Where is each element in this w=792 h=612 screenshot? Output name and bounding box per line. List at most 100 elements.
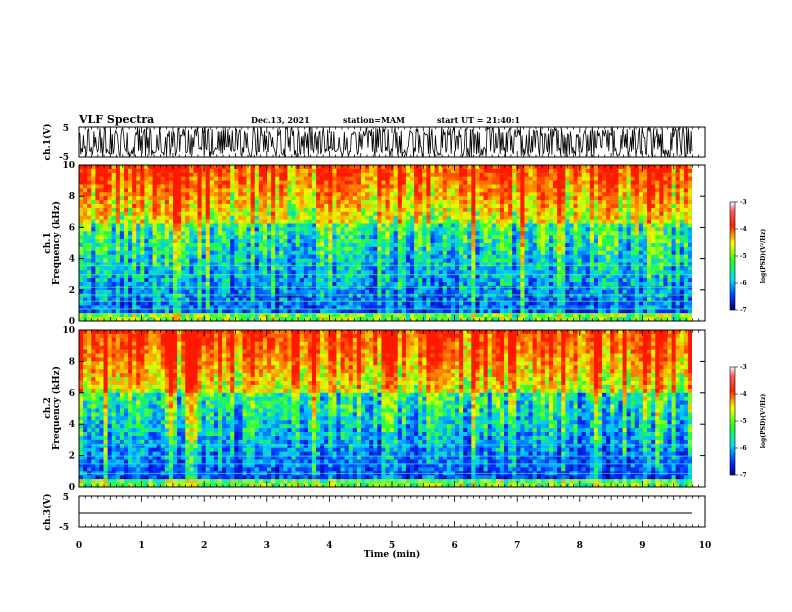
spectrogram-cell: [524, 270, 529, 275]
spectrogram-cell: [544, 289, 550, 295]
spectrogram-cell: [385, 289, 390, 295]
spectrogram-cell: [172, 235, 178, 240]
spectrogram-cell: [336, 223, 341, 228]
spectrogram-cell: [499, 250, 505, 256]
spectrogram-cell: [340, 215, 346, 220]
spectrogram-cell: [115, 227, 121, 232]
spectrogram-cell: [679, 204, 685, 209]
spectrogram-cell: [442, 235, 448, 240]
spectrogram-cell: [618, 254, 623, 259]
spectrogram-cell: [679, 168, 685, 174]
spectrogram-cell: [487, 246, 493, 252]
spectrogram-cell: [606, 274, 611, 279]
spectrogram-cell: [164, 239, 170, 244]
spectrogram-cell: [144, 246, 149, 252]
spectrogram-cell: [213, 184, 219, 189]
spectrogram-cell: [303, 196, 309, 201]
spectrogram-cell: [565, 250, 570, 256]
spectrogram-cell: [512, 258, 517, 263]
spectrogram-cell: [91, 282, 96, 287]
spectrogram-cell: [532, 196, 538, 201]
spectrogram-cell: [638, 250, 644, 256]
spectrogram-cell: [389, 274, 395, 279]
spectrogram-cell: [634, 168, 640, 174]
spectrogram-cell: [99, 196, 104, 201]
spectrogram-cell: [626, 180, 632, 185]
spectrogram-cell: [516, 266, 521, 271]
spectrogram-cell: [659, 285, 664, 291]
spectrogram-cell: [205, 250, 211, 256]
spectrogram-cell: [181, 176, 186, 181]
spectrogram-cell: [667, 207, 672, 213]
spectrogram-cell: [132, 172, 137, 178]
spectrogram-cell: [160, 285, 166, 291]
spectrogram-cell: [401, 196, 407, 201]
spectrogram-cell: [483, 215, 489, 220]
spectrogram-cell: [144, 289, 149, 295]
spectrogram-cell: [548, 184, 554, 189]
spectrogram-cell: [438, 235, 444, 240]
spectrogram-cell: [508, 200, 513, 205]
spectrogram-cell: [303, 282, 309, 287]
spectrogram-cell: [434, 278, 440, 283]
spectrogram-cell: [79, 243, 84, 248]
spectrogram-cell: [107, 215, 113, 220]
spectrogram-cell: [557, 262, 562, 267]
spectrogram-cell: [230, 243, 235, 248]
spectrogram-cell: [438, 274, 444, 279]
spectrogram-cell: [344, 227, 350, 232]
spectrogram-cell: [87, 243, 92, 248]
spectrogram-cell: [630, 207, 636, 213]
spectrogram-cell: [642, 282, 648, 287]
spectrogram-cell: [279, 258, 284, 263]
spectrogram-cell: [610, 192, 615, 197]
spectrogram-cell: [573, 254, 578, 259]
spectrogram-cell: [348, 180, 354, 185]
spectrogram-cell: [373, 289, 378, 295]
spectrogram-cell: [111, 266, 117, 271]
spectrogram-cell: [516, 227, 521, 232]
spectrogram-cell: [573, 211, 578, 217]
spectrogram-cell: [459, 278, 464, 283]
spectrogram-cell: [365, 278, 370, 283]
spectrogram-cell: [585, 285, 591, 291]
spectrogram-cell: [647, 200, 652, 205]
spectrogram-cell: [123, 184, 129, 189]
spectrogram-cell: [573, 165, 578, 170]
spectrogram-cell: [528, 239, 534, 244]
spectrogram-cell: [638, 235, 644, 240]
spectrogram-cell: [258, 196, 264, 201]
spectrogram-cell: [115, 262, 121, 267]
spectrogram-cell: [459, 239, 464, 244]
spectrogram-cell: [483, 204, 489, 209]
spectrogram-cell: [389, 172, 395, 178]
spectrogram-cell: [99, 254, 104, 259]
spectrogram-cell: [201, 215, 207, 220]
spectrogram-cell: [634, 266, 640, 271]
spectrogram-cell: [254, 215, 260, 220]
spectrogram-cell: [438, 262, 444, 267]
spectrogram-cell: [504, 204, 509, 209]
spectrogram-cell: [630, 192, 636, 197]
spectrogram-cell: [385, 168, 390, 174]
spectrogram-cell: [389, 243, 395, 248]
spectrogram-cell: [459, 192, 464, 197]
spectrogram-cell: [499, 266, 505, 271]
spectrogram-cell: [561, 200, 566, 205]
spectrogram-cell: [438, 192, 444, 197]
spectrogram-cell: [651, 246, 656, 252]
spectrogram-cell: [487, 274, 493, 279]
spectrogram-cell: [316, 231, 321, 236]
spectrogram-cell: [111, 172, 117, 178]
spectrogram-cell: [430, 250, 435, 256]
spectrogram-cell: [598, 258, 603, 263]
spectrogram-cell: [422, 211, 427, 217]
spectrogram-cell: [107, 239, 113, 244]
spectrogram-cell: [83, 172, 88, 178]
spectrogram-cell: [585, 227, 591, 232]
spectrogram-cell: [103, 211, 109, 217]
spectrogram-cell: [254, 192, 260, 197]
spectrogram-cell: [467, 243, 472, 248]
spectrogram-cell: [340, 289, 346, 295]
spectrogram-cell: [123, 204, 129, 209]
